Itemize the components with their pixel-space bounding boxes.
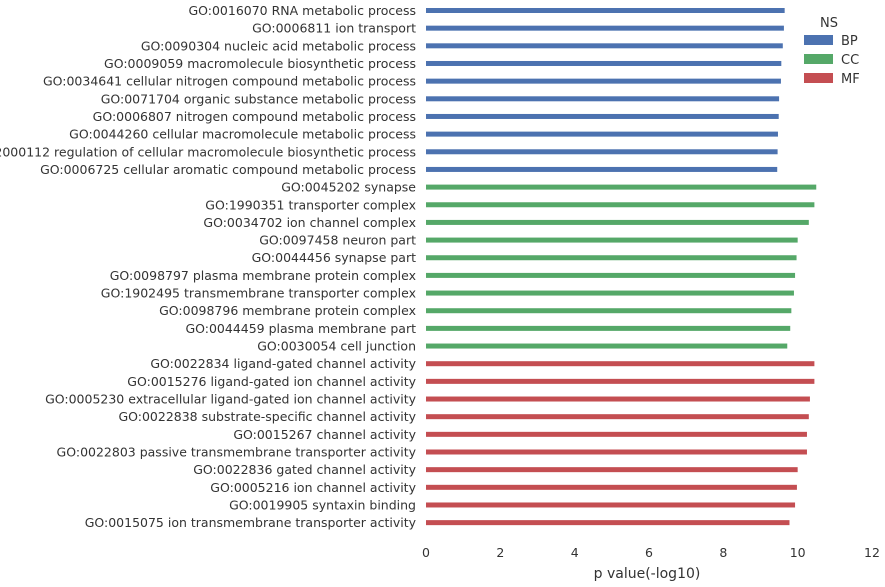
category-label: GO:2000112 regulation of cellular macrom… — [0, 144, 416, 159]
bar — [426, 378, 815, 384]
bars-group — [426, 8, 817, 526]
category-label: GO:0098796 membrane protein complex — [159, 303, 416, 318]
bar — [426, 60, 782, 66]
legend: NS BP CC MF — [804, 16, 860, 87]
category-label: GO:0022836 gated channel activity — [193, 462, 416, 477]
category-label: GO:0015276 ligand-gated ion channel acti… — [127, 374, 416, 389]
bar — [426, 449, 807, 455]
category-labels-group: GO:0016070 RNA metabolic process GO:00068… — [0, 3, 417, 530]
bar — [426, 431, 807, 437]
bar — [426, 25, 784, 31]
bar — [426, 237, 798, 243]
category-label: GO:1902495 transmembrane transporter com… — [101, 286, 416, 301]
category-label: GO:0019905 syntaxin binding — [229, 497, 416, 512]
category-label: GO:0034702 ion channel complex — [203, 215, 416, 230]
bar — [426, 414, 809, 420]
legend-entry: CC — [841, 53, 859, 68]
legend-title: NS — [820, 16, 838, 31]
category-label: GO:0015075 ion transmembrane transporter… — [85, 515, 417, 530]
category-label: GO:0030054 cell junction — [257, 339, 416, 354]
x-tick-label: 6 — [645, 545, 653, 560]
bar — [426, 219, 809, 225]
legend-entry: MF — [841, 72, 860, 87]
bar — [426, 484, 797, 490]
bar — [426, 184, 817, 190]
category-label: GO:0016070 RNA metabolic process — [188, 3, 416, 18]
bar — [426, 396, 810, 402]
category-label: GO:0022803 passive transmembrane transpo… — [57, 445, 417, 460]
category-label: GO:0022834 ligand-gated channel activity — [150, 356, 416, 371]
category-label: GO:0098797 plasma membrane protein compl… — [110, 268, 416, 283]
category-label: GO:0034641 cellular nitrogen compound me… — [43, 74, 416, 89]
category-label: GO:0009059 macromolecule biosynthetic pr… — [104, 56, 416, 71]
x-tick-label: 12 — [864, 545, 880, 560]
bar — [426, 149, 778, 155]
bar — [426, 325, 791, 331]
legend-entry: BP — [841, 34, 858, 49]
category-label: GO:0015267 channel activity — [233, 427, 416, 442]
category-label: GO:0006725 cellular aromatic compound me… — [40, 162, 416, 177]
category-label: GO:0045202 synapse — [281, 180, 416, 195]
category-label: GO:0097458 neuron part — [259, 233, 416, 248]
category-label: GO:0006807 nitrogen compound metabolic p… — [93, 109, 416, 124]
legend-swatch — [804, 54, 833, 64]
x-axis-label: p value(-log10) — [594, 566, 701, 582]
bar — [426, 78, 781, 84]
bar — [426, 520, 790, 526]
bar — [426, 96, 780, 102]
category-label: GO:0022838 substrate-specific channel ac… — [118, 409, 416, 424]
bar — [426, 131, 778, 137]
category-label: GO:0006811 ion transport — [252, 21, 416, 36]
x-tick-label: 2 — [496, 545, 504, 560]
x-tick-label: 0 — [422, 545, 430, 560]
category-label: GO:0044456 synapse part — [252, 250, 416, 265]
x-tick-label: 4 — [571, 545, 579, 560]
bar — [426, 308, 792, 314]
bar — [426, 8, 785, 13]
category-label: GO:0044459 plasma membrane part — [185, 321, 416, 336]
category-label: GO:0090304 nucleic acid metabolic proces… — [141, 38, 416, 53]
x-tick-label: 8 — [719, 545, 727, 560]
bar — [426, 467, 798, 473]
category-label: GO:0071704 organic substance metabolic p… — [101, 91, 416, 106]
bar — [426, 361, 815, 367]
category-label: GO:1990351 transporter complex — [205, 197, 416, 212]
legend-swatch — [804, 35, 833, 45]
bar — [426, 502, 796, 508]
bar — [426, 343, 788, 349]
legend-swatch — [804, 73, 833, 83]
bar — [426, 290, 794, 296]
x-tick-labels-group: 0 2 4 6 8 10 12 — [422, 545, 880, 560]
category-label: GO:0044260 cellular macromolecule metabo… — [69, 127, 416, 142]
bar — [426, 272, 796, 278]
bar — [426, 166, 778, 172]
bar — [426, 255, 797, 261]
bar — [426, 113, 779, 119]
bar — [426, 43, 783, 49]
category-label: GO:0005216 ion channel activity — [210, 480, 416, 495]
x-tick-label: 10 — [790, 545, 806, 560]
category-label: GO:0005230 extracellular ligand-gated io… — [45, 392, 417, 407]
bar — [426, 202, 815, 208]
